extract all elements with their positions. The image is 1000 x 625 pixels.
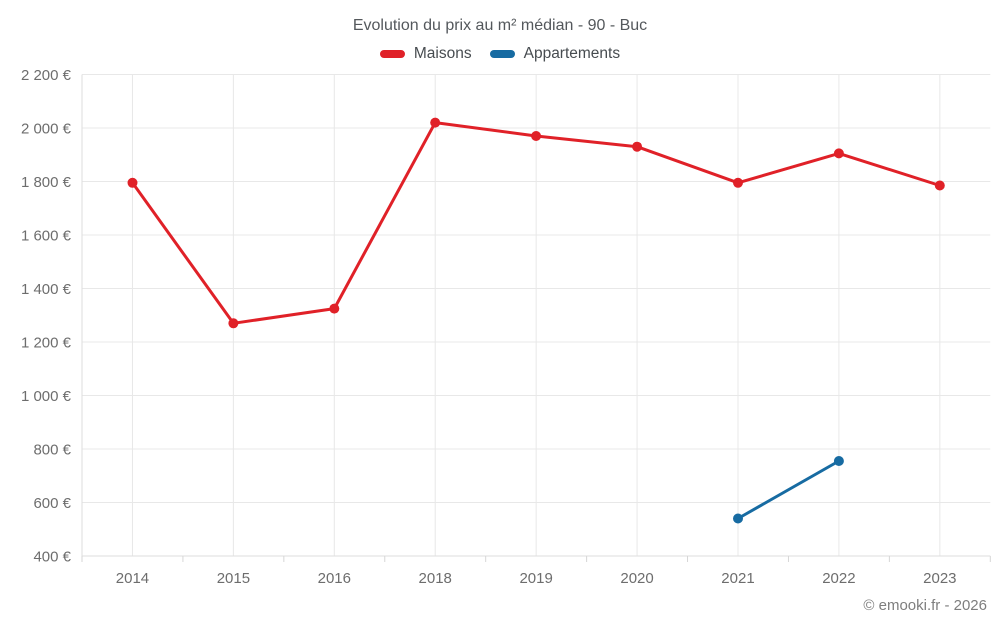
data-point-maisons-2021[interactable]	[733, 177, 743, 188]
y-tick-label: 800 €	[33, 441, 71, 458]
legend-swatch-appartements	[489, 50, 515, 58]
y-tick-label: 1 000 €	[21, 388, 72, 405]
x-tick-label: 2016	[318, 570, 351, 587]
data-point-maisons-2023[interactable]	[934, 180, 945, 191]
chart-title: Evolution du prix au m² médian - 90 - Bu…	[352, 17, 648, 34]
y-tick-label: 1 600 €	[21, 227, 72, 244]
data-point-maisons-2015[interactable]	[228, 318, 239, 329]
data-point-appartements-2021[interactable]	[733, 513, 743, 524]
y-tick-label: 2 200 €	[21, 67, 72, 84]
data-point-maisons-2014[interactable]	[127, 177, 138, 188]
data-point-maisons-2022[interactable]	[833, 148, 844, 159]
x-tick-label: 2023	[923, 570, 956, 587]
legend-item-appartements[interactable]: Appartements	[489, 45, 621, 63]
x-tick-label: 2022	[822, 570, 855, 587]
data-point-appartements-2022[interactable]	[833, 456, 844, 466]
x-tick-label: 2014	[116, 570, 149, 587]
y-tick-label: 600 €	[33, 495, 71, 512]
y-tick-label: 400 €	[33, 548, 71, 565]
y-tick-label: 2 000 €	[21, 120, 72, 137]
x-tick-label: 2020	[620, 570, 653, 587]
y-tick-label: 1 200 €	[21, 334, 72, 351]
x-tick-label: 2015	[217, 570, 250, 587]
series-line-appartements	[736, 459, 841, 520]
x-tick-label: 2018	[419, 570, 452, 587]
y-tick-label: 1 800 €	[21, 174, 72, 191]
data-point-maisons-2018[interactable]	[430, 117, 441, 128]
legend: Maisons Appartements	[0, 45, 1000, 63]
data-point-maisons-2020[interactable]	[632, 141, 643, 152]
legend-item-maisons[interactable]: Maisons	[379, 45, 472, 63]
legend-label-maisons: Maisons	[413, 45, 472, 62]
data-point-maisons-2019[interactable]	[531, 131, 542, 141]
footer-credit: © emooki.fr - 2026	[863, 597, 987, 614]
y-tick-label: 1 400 €	[21, 281, 72, 298]
legend-label-appartements: Appartements	[523, 45, 621, 62]
x-tick-label: 2021	[721, 570, 754, 587]
data-point-maisons-2016[interactable]	[329, 303, 340, 314]
x-tick-label: 2019	[519, 570, 552, 587]
legend-swatch-maisons	[379, 50, 405, 58]
